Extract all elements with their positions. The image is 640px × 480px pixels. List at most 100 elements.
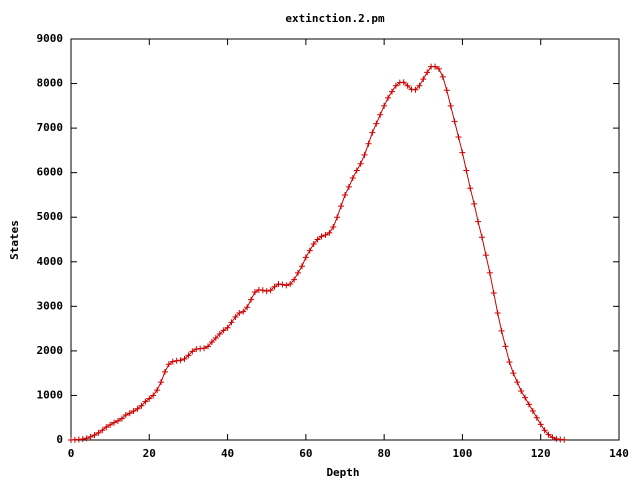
data-point xyxy=(392,82,399,89)
data-point xyxy=(302,254,309,261)
data-point xyxy=(545,431,552,438)
data-point xyxy=(381,102,388,109)
y-tick-label: 5000 xyxy=(37,210,64,223)
data-point xyxy=(361,151,368,158)
data-point xyxy=(314,236,321,243)
data-point xyxy=(228,319,235,326)
data-point xyxy=(439,73,446,80)
data-point xyxy=(525,401,532,408)
data-point xyxy=(475,218,482,225)
data-point xyxy=(447,102,454,109)
data-point xyxy=(482,252,489,259)
data-point xyxy=(122,412,129,419)
data-point xyxy=(185,352,192,359)
data-point xyxy=(201,345,208,352)
x-tick-label: 100 xyxy=(452,447,472,460)
x-tick-label: 60 xyxy=(299,447,312,460)
data-point xyxy=(138,402,145,409)
data-point xyxy=(114,417,121,424)
data-point xyxy=(471,200,478,207)
data-point xyxy=(298,263,305,270)
data-point xyxy=(79,436,86,443)
data-point xyxy=(435,65,442,72)
data-point xyxy=(83,435,90,442)
y-tick-label: 3000 xyxy=(37,299,64,312)
data-point xyxy=(322,232,329,239)
x-axis-label: Depth xyxy=(326,466,359,479)
data-point xyxy=(263,288,270,295)
data-point xyxy=(107,421,114,428)
data-point xyxy=(181,355,188,362)
y-tick-label: 9000 xyxy=(37,32,64,45)
data-point xyxy=(522,394,529,401)
data-point xyxy=(220,327,227,334)
data-point xyxy=(345,183,352,190)
data-point xyxy=(295,269,302,276)
data-point xyxy=(244,304,251,311)
data-point xyxy=(326,229,333,236)
data-point xyxy=(443,87,450,94)
data-point xyxy=(400,79,407,86)
data-point xyxy=(318,233,325,240)
y-tick-label: 6000 xyxy=(37,166,64,179)
data-point xyxy=(412,86,419,93)
data-point xyxy=(357,160,364,167)
data-point xyxy=(111,419,118,426)
data-point xyxy=(224,324,231,331)
y-tick-label: 2000 xyxy=(37,344,64,357)
data-point xyxy=(216,330,223,337)
data-line xyxy=(70,66,565,441)
x-tick-label: 0 xyxy=(68,447,75,460)
data-point xyxy=(130,408,137,415)
data-point xyxy=(205,343,211,350)
data-point xyxy=(177,357,184,364)
data-point xyxy=(349,175,356,182)
y-axis-label: States xyxy=(8,220,21,260)
data-point xyxy=(463,167,470,174)
data-point xyxy=(87,433,94,440)
data-point xyxy=(373,120,380,127)
data-point xyxy=(385,94,392,101)
data-point xyxy=(134,405,141,412)
data-point xyxy=(287,281,294,288)
data-point xyxy=(142,398,149,405)
data-point xyxy=(212,334,219,341)
data-point xyxy=(537,421,544,428)
data-point xyxy=(388,88,395,95)
data-point xyxy=(486,269,493,276)
x-tick-label: 20 xyxy=(143,447,156,460)
data-point xyxy=(506,359,513,366)
data-point xyxy=(330,224,337,231)
data-point xyxy=(416,82,423,89)
data-point xyxy=(251,289,258,296)
plot-frame xyxy=(70,38,620,441)
x-tick-label: 140 xyxy=(609,447,629,460)
x-tick-label: 80 xyxy=(378,447,391,460)
data-point xyxy=(432,63,439,70)
data-point xyxy=(158,379,165,386)
x-tick-label: 120 xyxy=(531,447,551,460)
data-point xyxy=(490,289,497,296)
data-point xyxy=(232,314,239,321)
data-point xyxy=(169,358,176,365)
data-point xyxy=(420,76,427,83)
data-point xyxy=(310,240,317,247)
data-point xyxy=(146,395,153,402)
data-point xyxy=(334,214,341,221)
data-point xyxy=(118,415,125,422)
y-tick-label: 1000 xyxy=(37,388,64,401)
data-point xyxy=(338,203,345,210)
data-point xyxy=(248,296,255,303)
data-point xyxy=(459,149,466,156)
data-point xyxy=(95,429,102,436)
y-tick-label: 4000 xyxy=(37,255,64,268)
data-point xyxy=(165,361,172,368)
data-point xyxy=(279,281,286,288)
data-point xyxy=(306,247,313,254)
data-point xyxy=(103,424,110,431)
data-point xyxy=(259,287,266,294)
data-point xyxy=(498,327,505,334)
data-point xyxy=(541,427,548,434)
data-point xyxy=(365,140,372,147)
